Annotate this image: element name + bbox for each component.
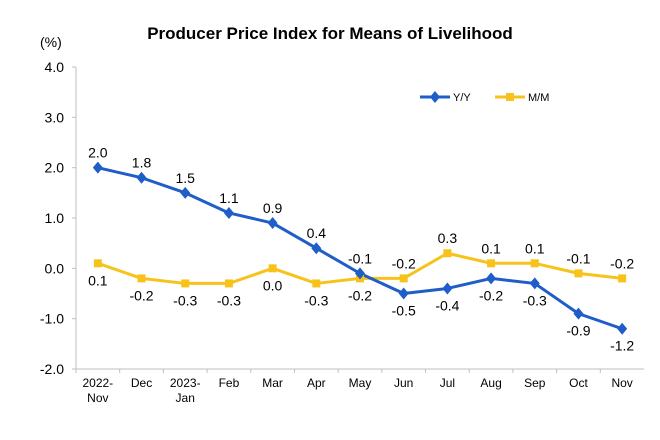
data-point-mm <box>181 279 190 288</box>
chart-title: Producer Price Index for Means of Liveli… <box>147 24 513 43</box>
data-label-mm: -0.3 <box>173 292 197 308</box>
series-markers <box>92 161 628 335</box>
data-point-yy <box>573 307 584 320</box>
data-label-mm: -0.3 <box>217 292 241 308</box>
data-point-mm <box>137 274 146 283</box>
data-point-yy <box>267 217 278 230</box>
x-tick-label: May <box>349 376 372 390</box>
y-tick-label: -2.0 <box>40 361 64 377</box>
data-label-mm: -0.2 <box>129 287 153 303</box>
data-point-mm <box>443 249 452 258</box>
x-tick-label: 2023-Jan <box>170 376 201 405</box>
data-point-yy <box>223 206 234 219</box>
data-label-mm: -0.3 <box>304 292 328 308</box>
data-point-yy <box>311 242 322 255</box>
data-label-yy: -1.2 <box>610 338 634 354</box>
x-tick-label: Feb <box>219 376 240 390</box>
data-label-yy: 0.4 <box>307 225 327 241</box>
y-tick-label: 0.0 <box>45 260 65 276</box>
data-point-mm <box>268 264 277 273</box>
data-label-mm: 0.1 <box>525 240 545 256</box>
data-point-mm <box>574 269 583 278</box>
legend-label-yy: Y/Y <box>453 92 471 104</box>
data-point-yy <box>529 277 540 290</box>
data-label-mm: 0.0 <box>263 277 283 293</box>
data-point-yy <box>180 186 191 199</box>
data-point-mm <box>93 259 102 268</box>
data-label-mm: -0.2 <box>348 287 372 303</box>
x-tick-label: Sep <box>524 376 546 390</box>
data-point-yy <box>136 171 147 184</box>
data-point-mm <box>224 279 233 288</box>
data-point-mm <box>399 274 408 283</box>
data-point-yy <box>442 282 453 295</box>
legend-label-mm: M/M <box>528 92 549 104</box>
data-point-mm <box>487 259 496 268</box>
data-label-yy: -0.2 <box>479 287 503 303</box>
data-label-mm: -0.2 <box>610 255 634 271</box>
data-label-yy: 0.9 <box>263 200 283 216</box>
y-tick-label: 4.0 <box>45 59 65 75</box>
x-tick-label: Apr <box>307 376 326 390</box>
y-tick-label: 1.0 <box>45 210 65 226</box>
legend: Y/Y M/M <box>420 91 549 104</box>
data-point-mm <box>618 274 627 283</box>
data-label-mm: -0.2 <box>392 255 416 271</box>
legend-marker-mm <box>506 93 514 101</box>
data-label-yy: -0.1 <box>348 250 372 266</box>
x-tick-label: Mar <box>262 376 283 390</box>
data-point-mm <box>312 279 321 288</box>
data-point-yy <box>486 272 497 285</box>
x-tick-label: 2022-Nov <box>82 376 113 405</box>
data-label-yy: 1.8 <box>132 155 152 171</box>
data-point-yy <box>617 322 628 335</box>
y-tick-label: 2.0 <box>45 160 65 176</box>
data-point-mm <box>530 259 539 268</box>
legend-marker-yy <box>430 91 440 103</box>
data-point-yy <box>398 287 409 300</box>
data-label-yy: -0.4 <box>435 297 459 313</box>
data-label-yy: 1.1 <box>219 190 239 206</box>
data-label-mm: 0.1 <box>88 272 108 288</box>
y-tick-label: -1.0 <box>40 311 64 327</box>
data-label-mm: 0.1 <box>481 240 501 256</box>
data-label-yy: -0.9 <box>566 323 590 339</box>
data-label-yy: -0.3 <box>523 292 547 308</box>
data-label-mm: 0.3 <box>438 230 458 246</box>
y-tick-label: 3.0 <box>45 109 65 125</box>
x-tick-label: Dec <box>131 376 152 390</box>
x-tick-label: Nov <box>611 376 632 390</box>
data-label-mm: -0.1 <box>566 250 590 266</box>
data-label-yy: 2.0 <box>88 145 108 161</box>
x-tick-label: Jul <box>440 376 455 390</box>
data-label-yy: -0.5 <box>392 303 416 319</box>
x-tick-label: Oct <box>569 376 588 390</box>
x-tick-label: Jun <box>394 376 413 390</box>
data-point-yy <box>355 267 365 280</box>
y-axis-unit-label: (%) <box>40 34 62 50</box>
data-point-yy <box>92 161 103 174</box>
x-tick-label: Aug <box>480 376 501 390</box>
data-label-yy: 1.5 <box>175 170 195 186</box>
axes: 4.0 3.0 2.0 1.0 0.0 -1.0 -2.0 2022-Nov Dec 2023-J… <box>40 59 644 405</box>
data-labels: 0.1 -0.2 -0.3 -0.3 0.0 -0.3 -0.2 -0.2 0.3 0.1 0.1 -… <box>88 145 634 354</box>
